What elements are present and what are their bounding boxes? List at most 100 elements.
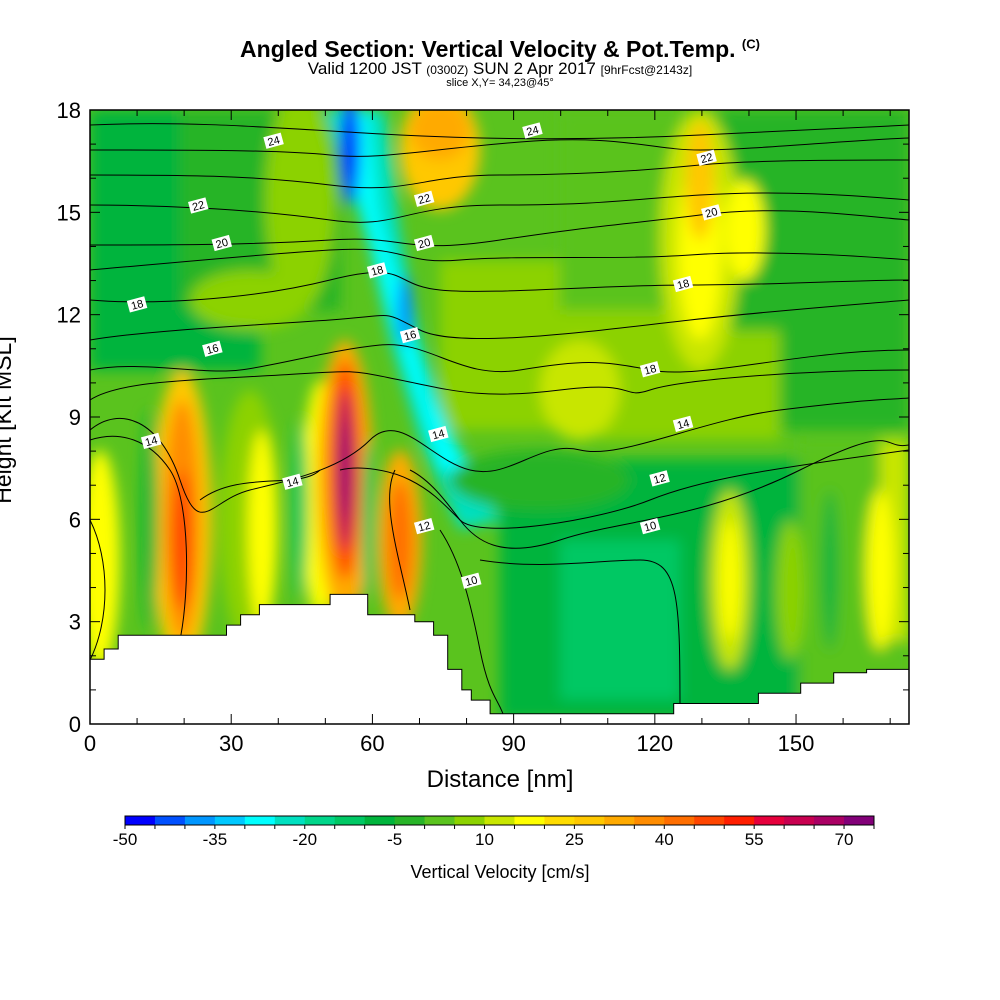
contour-label: 10 — [639, 518, 661, 535]
contour-label: 12 — [413, 518, 435, 535]
svg-text:18: 18 — [643, 363, 658, 378]
colorbar-tick-label: 25 — [565, 830, 584, 849]
colorbar-tick-label: -35 — [203, 830, 228, 849]
y-tick-label: 9 — [69, 405, 81, 430]
svg-text:14: 14 — [144, 434, 159, 449]
y-tick-label: 18 — [57, 98, 81, 123]
x-tick-label: 120 — [636, 731, 673, 756]
svg-text:12: 12 — [417, 520, 432, 535]
colorbar-swatch — [304, 816, 336, 825]
contour-label: 20 — [701, 204, 722, 221]
colorbar-swatch — [154, 816, 186, 825]
terrain-mask — [90, 593, 909, 724]
colorbar-swatch — [184, 816, 216, 825]
contour-label: 18 — [366, 262, 388, 279]
colorbar-swatch — [604, 816, 635, 825]
y-tick-label: 15 — [57, 200, 81, 225]
contour-label: 20 — [413, 234, 435, 252]
colorbar-swatch — [334, 816, 366, 825]
colorbar-tick-label: 70 — [835, 830, 854, 849]
svg-text:20: 20 — [215, 237, 230, 252]
svg-text:14: 14 — [431, 428, 446, 443]
colorbar-swatch — [634, 816, 665, 825]
colorbar-swatch — [784, 816, 815, 825]
title-mark: (C) — [741, 36, 760, 52]
y-tick-label: 0 — [69, 712, 81, 737]
colorbar-swatch — [424, 816, 456, 825]
colorbar: -50 -35 -20 -5 10 25 40 55 70 — [113, 815, 875, 849]
svg-text:16: 16 — [205, 342, 220, 357]
colorbar-swatch — [244, 816, 276, 825]
colorbar-swatch — [844, 816, 875, 825]
contour-label: 14 — [428, 425, 449, 443]
vertical-velocity-field — [90, 110, 909, 724]
contour-label: 18 — [672, 275, 694, 293]
contour-label: 22 — [413, 190, 435, 207]
svg-text:14: 14 — [676, 417, 691, 432]
colorbar-swatch — [274, 816, 306, 825]
x-tick-label: 60 — [360, 731, 384, 756]
svg-text:20: 20 — [704, 206, 719, 221]
contour-label: 22 — [696, 149, 717, 166]
contour-label: 16 — [202, 340, 223, 357]
colorbar-tick-label: -5 — [387, 830, 402, 849]
contour-label: 16 — [399, 327, 421, 344]
svg-text:18: 18 — [370, 264, 385, 279]
y-tick-label: 3 — [69, 610, 81, 635]
colorbar-tick-label: 10 — [475, 830, 494, 849]
colorbar-swatch — [484, 816, 515, 825]
svg-text:10: 10 — [464, 574, 479, 589]
x-tick-label: 0 — [84, 731, 96, 756]
svg-text:22: 22 — [417, 192, 432, 207]
colorbar-swatch — [694, 816, 725, 825]
svg-text:18: 18 — [676, 278, 691, 293]
x-tick-label: 30 — [219, 731, 243, 756]
axis-ticks — [89, 109, 909, 725]
contour-label: 14 — [282, 473, 303, 490]
contour-labels: 10 10 12 12 14 14 14 14 16 16 18 18 18 18 20 20 20 22 22 22… — [126, 122, 722, 589]
colorbar-tick-label: 55 — [745, 830, 764, 849]
contour-label: 12 — [649, 470, 670, 487]
theta-contours — [90, 123, 909, 721]
colorbar-swatch — [754, 816, 785, 825]
colorbar-swatch — [214, 816, 246, 825]
axis-tick-labels: 0 30 60 90 120 150 0 3 6 9 12 15 18 — [57, 98, 815, 756]
contour-label: 14 — [140, 432, 162, 449]
svg-text:20: 20 — [417, 237, 432, 252]
contour-label: 20 — [211, 234, 233, 252]
colorbar-tick-label: 40 — [655, 830, 674, 849]
valid-time: Valid 1200 JST (0300Z) SUN 2 Apr 2017 [9… — [307, 59, 693, 78]
colorbar-swatch — [814, 816, 845, 825]
svg-text:22: 22 — [191, 199, 206, 214]
y-tick-label: 12 — [57, 303, 81, 328]
colorbar-swatch — [364, 816, 396, 825]
slice-info: slice X,Y= 34,23@45° — [446, 77, 554, 89]
contour-label: 14 — [672, 415, 694, 432]
colorbar-swatch — [664, 816, 695, 825]
colorbar-swatch — [544, 816, 575, 825]
svg-text:22: 22 — [699, 151, 714, 166]
chart-title: Angled Section: Vertical Velocity & Pot.… — [240, 36, 760, 62]
svg-text:18: 18 — [130, 298, 145, 313]
colorbar-swatch — [454, 816, 486, 825]
colorbar-tick-label: -50 — [113, 830, 138, 849]
colorbar-swatch — [724, 816, 755, 825]
contour-label: 24 — [522, 122, 543, 139]
svg-text:16: 16 — [403, 329, 418, 344]
y-tick-label: 6 — [69, 507, 81, 532]
colorbar-swatch — [514, 816, 545, 825]
contour-label: 22 — [188, 197, 209, 214]
contour-label: 10 — [461, 572, 482, 589]
svg-text:12: 12 — [652, 472, 667, 487]
svg-text:10: 10 — [643, 520, 658, 535]
svg-text:24: 24 — [266, 134, 281, 149]
svg-text:14: 14 — [285, 475, 300, 490]
x-tick-label: 90 — [501, 731, 525, 756]
colorbar-label: Vertical Velocity [cm/s] — [410, 862, 590, 882]
colorbar-swatch — [394, 816, 426, 825]
x-axis-label: Distance [nm] — [426, 766, 574, 793]
contour-label: 18 — [126, 296, 148, 313]
x-tick-label: 150 — [778, 731, 815, 756]
colorbar-swatch — [125, 816, 156, 825]
